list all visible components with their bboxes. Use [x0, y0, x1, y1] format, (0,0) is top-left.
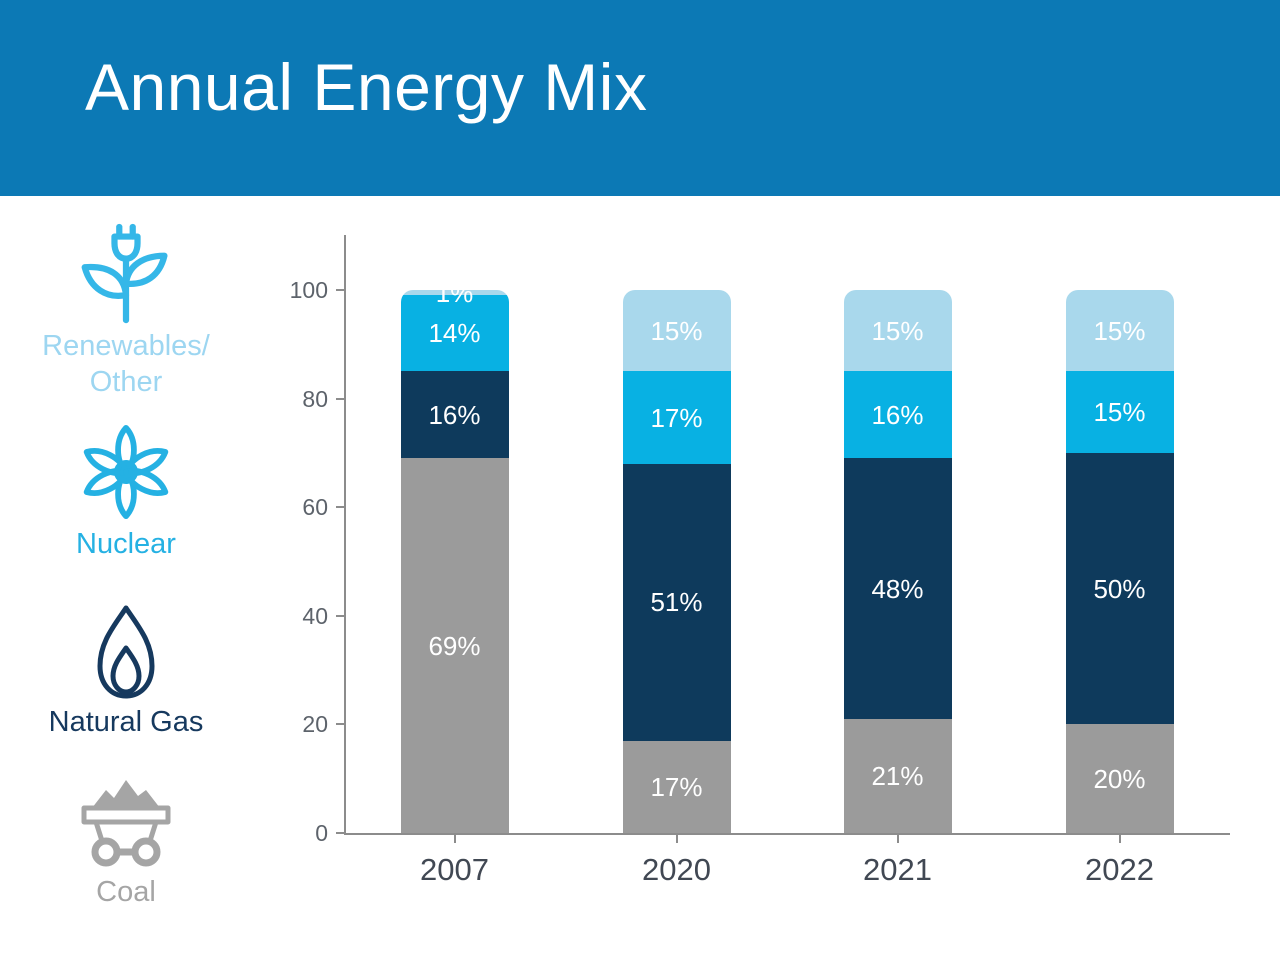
bar-segment-nuclear-2020 [622, 371, 731, 464]
legend-label-coal: Coal [96, 876, 156, 908]
bar-segment-nuclear-2021 [843, 371, 952, 459]
bar-segment-renewables-other-2021 [843, 290, 952, 372]
bar-value-label: 15% [871, 315, 924, 346]
bar-2020: 17% 51% 17% 15% [622, 290, 731, 833]
legend-item-coal: Coal [10, 764, 242, 910]
bar-value-label: 50% [1093, 573, 1146, 604]
legend-label-renewables-line2: Other [89, 366, 163, 398]
bar-value-label: 15% [1093, 315, 1146, 346]
bar-segment-nuclear-2022 [1065, 371, 1174, 453]
y-tick-0 [336, 832, 345, 834]
bar-value-label: 1% [435, 290, 474, 308]
x-label-2020: 2020 [642, 852, 711, 887]
y-tick-20 [336, 723, 345, 726]
legend-item-natural-gas: Natural Gas [10, 604, 242, 740]
x-tick-2020 [675, 835, 678, 843]
y-tick-80 [336, 397, 345, 400]
y-tick-label-20: 20 [302, 711, 328, 738]
legend-item-nuclear: Nuclear [10, 424, 242, 562]
bar-value-label: 21% [871, 761, 924, 791]
page-title: Annual Energy Mix [85, 50, 648, 124]
x-tick-2021 [896, 835, 899, 843]
legend-label-nuclear: Nuclear [76, 528, 176, 560]
bar-2007: 69% 16% 14% 1% [400, 290, 509, 833]
bar-value-label: 17% [650, 771, 703, 802]
bar-segment-coal-2007 [400, 458, 509, 833]
bar-value-label: 16% [871, 399, 924, 430]
bar-2022: 20% 50% 15% 15% [1065, 290, 1174, 833]
y-tick-label-60: 60 [302, 494, 328, 521]
y-tick-100 [336, 289, 345, 291]
y-tick-label-80: 80 [302, 385, 328, 412]
bar-value-label: 15% [1093, 397, 1146, 428]
bar-segment-coal-2022 [1065, 724, 1174, 833]
bar-segment-natural-gas-2020 [622, 463, 731, 741]
x-axis-line [344, 833, 1230, 835]
bar-segment-renewables-other-2007 [400, 290, 509, 296]
legend-label-renewables-line1: Renewables/ [42, 330, 210, 362]
legend-label-natural-gas: Natural Gas [48, 706, 204, 738]
bar-segment-renewables-other-2022 [1065, 290, 1174, 372]
bar-value-label: 16% [428, 399, 481, 430]
bar-segment-natural-gas-2007 [400, 371, 509, 459]
y-tick-60 [336, 506, 345, 509]
bar-value-label: 69% [428, 630, 481, 661]
plug-plant-icon [81, 223, 168, 324]
bar-segment-coal-2021 [843, 718, 952, 833]
bar-value-label: 51% [650, 587, 703, 618]
y-tick-40 [336, 614, 345, 617]
bar-value-label: 17% [650, 402, 703, 433]
x-label-2021: 2021 [863, 852, 932, 887]
x-label-2022: 2022 [1085, 852, 1154, 887]
flame-icon [97, 605, 155, 699]
y-axis-line [344, 235, 346, 835]
atom-icon [83, 424, 169, 520]
bar-value-label: 15% [650, 315, 703, 346]
bar-value-label: 14% [428, 318, 481, 349]
bar-segment-natural-gas-2021 [843, 458, 952, 719]
bar-segment-renewables-other-2020 [622, 290, 731, 372]
x-tick-2022 [1118, 835, 1121, 843]
header: Annual Energy Mix [0, 0, 1280, 196]
legend-label-renewables: Renewables/ Other [10, 328, 242, 400]
bar-value-label: 20% [1093, 763, 1146, 794]
bar-segment-coal-2020 [622, 740, 731, 833]
x-tick-2007 [453, 835, 456, 843]
y-tick-label-100: 100 [289, 277, 328, 303]
bar-segment-nuclear-2007 [400, 295, 509, 372]
bar-2021: 21% 48% 16% 15% [843, 290, 952, 833]
bar-value-label: 48% [871, 573, 924, 604]
coal-cart-icon [81, 780, 171, 867]
y-tick-label-0: 0 [315, 820, 328, 846]
x-label-2007: 2007 [420, 852, 489, 887]
bar-segment-natural-gas-2022 [1065, 452, 1174, 725]
y-tick-label-40: 40 [302, 602, 328, 629]
legend-item-renewables: Renewables/ Other [10, 222, 242, 400]
